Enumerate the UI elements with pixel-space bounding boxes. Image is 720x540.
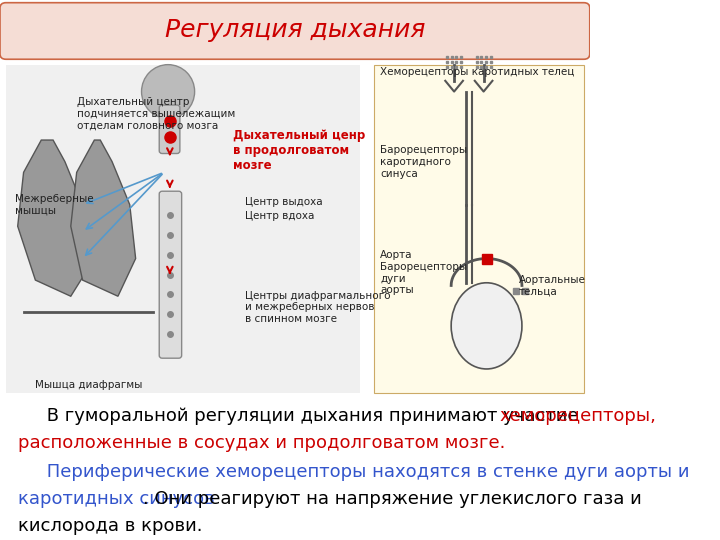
Text: Мышца диафрагмы: Мышца диафрагмы [35, 380, 143, 390]
Text: Барорецепторы
каротидного
синуса: Барорецепторы каротидного синуса [380, 145, 467, 179]
Ellipse shape [451, 283, 522, 369]
Text: Аорта
Барорецепторы
дуги
аорты: Аорта Барорецепторы дуги аорты [380, 251, 467, 295]
Polygon shape [71, 140, 135, 296]
Text: Центры диафрагмального
и межреберных нервов
в спинном мозге: Центры диафрагмального и межреберных нер… [245, 291, 390, 324]
Text: Центр вдоха: Центр вдоха [245, 211, 314, 221]
FancyBboxPatch shape [0, 3, 590, 59]
Text: Центр выдоха: Центр выдоха [245, 197, 323, 207]
FancyBboxPatch shape [159, 105, 180, 153]
Text: Дыхательный ценр
в продолговатом
мозге: Дыхательный ценр в продолговатом мозге [233, 129, 365, 172]
Ellipse shape [142, 65, 194, 118]
Text: Межреберные
мышцы: Межреберные мышцы [14, 194, 94, 215]
Text: Периферические хеморецепторы находятся в стенке дуги аорты и: Периферические хеморецепторы находятся в… [18, 463, 689, 481]
Text: каротидных синусов: каротидных синусов [18, 490, 215, 508]
Text: Регуляция дыхания: Регуляция дыхания [165, 18, 425, 42]
Text: . Они реагируют на напряжение углекислого газа и: . Они реагируют на напряжение углекислог… [143, 490, 642, 508]
FancyBboxPatch shape [159, 191, 181, 358]
Text: хеморецепторы,: хеморецепторы, [500, 407, 657, 424]
FancyBboxPatch shape [374, 65, 584, 393]
Text: Дыхательный центр
подчиняется вышележащим
отделам головного мозга: Дыхательный центр подчиняется вышележащи… [76, 97, 235, 130]
Text: Аортальные
тельца: Аортальные тельца [519, 275, 586, 296]
FancyBboxPatch shape [6, 65, 360, 393]
Text: расположенные в сосудах и продолговатом мозге.: расположенные в сосудах и продолговатом … [18, 434, 505, 451]
Text: В гуморальной регуляции дыхания принимают участие: В гуморальной регуляции дыхания принимаю… [18, 407, 584, 424]
Text: кислорода в крови.: кислорода в крови. [18, 517, 202, 535]
Polygon shape [18, 140, 94, 296]
Text: Хеморецепторы каротидных телец: Хеморецепторы каротидных телец [380, 68, 575, 77]
